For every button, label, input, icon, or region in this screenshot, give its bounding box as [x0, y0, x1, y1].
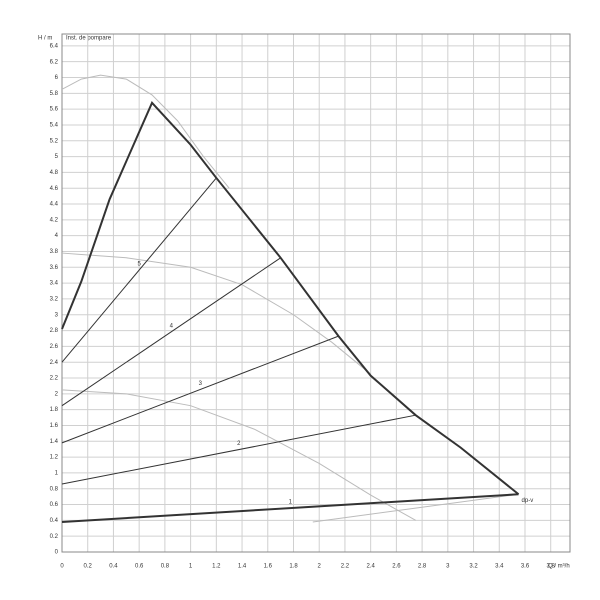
series-line: [61, 493, 519, 523]
y-tick-label: 2.6: [50, 344, 59, 350]
y-tick-label: 6: [55, 75, 59, 81]
y-tick-label: 2.8: [50, 328, 59, 334]
x-tick-label: 2.6: [392, 564, 401, 570]
x-tick-label: 3.6: [521, 564, 530, 570]
series-line: [61, 74, 230, 189]
x-tick-label: 0.4: [109, 564, 118, 570]
series-line: [61, 257, 281, 407]
x-tick-label: 1.6: [264, 564, 273, 570]
y-tick-label: 4.4: [50, 202, 59, 208]
series-label: 2: [237, 441, 241, 447]
y-tick-label: 4.2: [50, 217, 59, 223]
y-tick-label: 2.4: [50, 360, 59, 366]
y-tick-label: 3.4: [50, 281, 59, 287]
x-tick-label: 0: [60, 564, 64, 570]
y-tick-label: 4: [55, 233, 59, 239]
x-tick-label: 1.2: [212, 564, 221, 570]
plot-frame: [61, 33, 571, 553]
y-tick-label: 4.6: [50, 186, 59, 192]
x-tick-label: 1.4: [238, 564, 247, 570]
series-line: [61, 389, 416, 521]
series-line: [61, 177, 217, 363]
x-tick-label: 1: [189, 564, 193, 570]
x-tick-label: 3: [446, 564, 450, 570]
x-tick-label: 2.8: [418, 564, 427, 570]
y-axis-note: Inst. de pompare: [66, 36, 112, 42]
series-label: 1: [289, 500, 293, 506]
annotation: dp-v: [522, 498, 534, 504]
y-tick-label: 0: [55, 550, 59, 556]
x-tick-label: 2.2: [341, 564, 350, 570]
y-tick-label: 1.6: [50, 423, 59, 429]
x-tick-label: 3.4: [495, 564, 504, 570]
y-tick-label: 5.8: [50, 91, 59, 97]
y-tick-label: 3.6: [50, 265, 59, 271]
series-line: [61, 101, 520, 496]
y-tick-label: 1.2: [50, 455, 59, 461]
series-label: 4: [170, 323, 174, 329]
y-axis-label: H / m: [38, 36, 52, 42]
y-tick-label: 1.8: [50, 407, 59, 413]
x-tick-label: 2: [318, 564, 322, 570]
x-tick-label: 3.8: [547, 564, 556, 570]
y-tick-label: 0.2: [50, 534, 59, 540]
y-tick-label: 5.2: [50, 138, 59, 144]
x-tick-label: 3.2: [469, 564, 478, 570]
y-tick-label: 6.2: [50, 59, 59, 65]
series-label: 3: [199, 381, 203, 387]
series-label: 5: [137, 262, 141, 268]
y-tick-label: 1: [55, 470, 59, 476]
y-tick-label: 2: [55, 391, 59, 397]
x-tick-label: 0.8: [161, 564, 170, 570]
y-tick-label: 6.4: [50, 43, 59, 49]
y-tick-label: 0.8: [50, 486, 59, 492]
x-tick-label: 1.8: [289, 564, 298, 570]
y-tick-label: 3: [55, 312, 59, 318]
y-tick-label: 0.6: [50, 502, 59, 508]
y-tick-label: 5: [55, 154, 59, 160]
y-tick-label: 0.4: [50, 518, 59, 524]
y-tick-label: 1.4: [50, 439, 59, 445]
series-line: [61, 414, 416, 485]
x-tick-label: 0.2: [84, 564, 93, 570]
y-tick-label: 2.2: [50, 376, 59, 382]
series-line: [61, 335, 339, 444]
x-tick-label: 0.6: [135, 564, 144, 570]
y-tick-label: 5.4: [50, 123, 59, 129]
y-tick-label: 3.2: [50, 297, 59, 303]
y-tick-label: 3.8: [50, 249, 59, 255]
x-axis-label: Q / m³/h: [548, 564, 570, 570]
y-tick-label: 5.6: [50, 107, 59, 113]
series-line: [61, 252, 371, 375]
y-tick-label: 4.8: [50, 170, 59, 176]
x-tick-label: 2.4: [366, 564, 375, 570]
series-line: [312, 493, 519, 523]
